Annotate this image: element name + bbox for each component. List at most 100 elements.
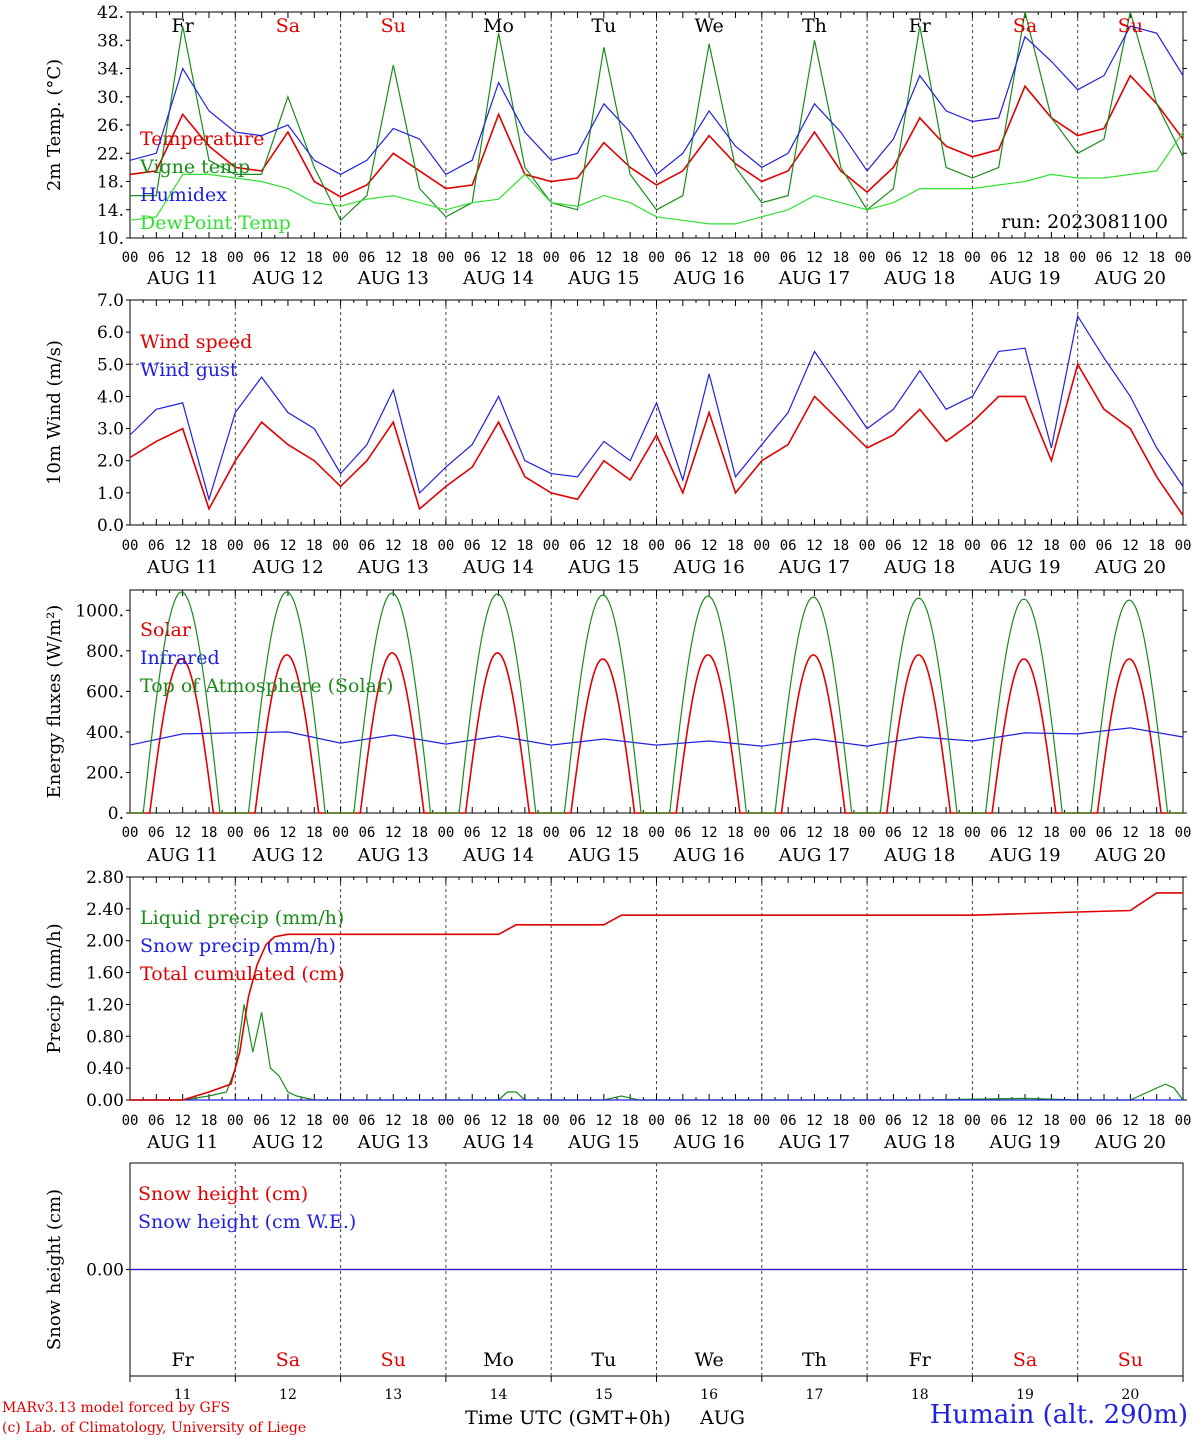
panel1-x-tick-label: 18: [201, 250, 218, 266]
day-number-label: 18: [911, 1387, 929, 1403]
panel4-x-tick-label: 00: [1175, 1113, 1192, 1129]
weekday-label: Th: [802, 1349, 827, 1371]
weekday-label: Sa: [1013, 15, 1037, 37]
panel3-date-label: AUG 13: [357, 845, 429, 866]
panel2-legend-entry: Wind gust: [140, 359, 238, 381]
panel2-x-tick-label: 06: [253, 538, 270, 554]
panel2-x-tick-label: 06: [569, 538, 586, 554]
panel4-x-tick-label: 00: [648, 1113, 665, 1129]
panel2-y-tick-label: 2.0: [97, 452, 124, 472]
panel1-x-tick-label: 00: [753, 250, 770, 266]
panel4-x-tick-label: 06: [253, 1113, 270, 1129]
panel4-x-tick-label: 12: [1122, 1113, 1139, 1129]
panel3-x-tick-label: 12: [1122, 825, 1139, 841]
panel1-x-tick-label: 12: [280, 250, 297, 266]
panel4-x-tick-label: 12: [595, 1113, 612, 1129]
panel2-date-label: AUG 12: [251, 557, 323, 578]
panel3-y-label: Energy fluxes (W/m²): [44, 605, 65, 799]
panel3-x-tick-label: 06: [569, 825, 586, 841]
panel3-y-tick-label: 200.: [86, 763, 124, 783]
panel4-x-tick-label: 06: [569, 1113, 586, 1129]
panel3-x-tick-label: 18: [1043, 825, 1060, 841]
panel2-x-tick-label: 12: [806, 538, 823, 554]
panel4-x-tick-label: 18: [516, 1113, 533, 1129]
panel3-legend-entry: Infrared: [140, 647, 220, 669]
weekday-label: Su: [381, 15, 406, 37]
panel4-date-label: AUG 16: [673, 1132, 745, 1153]
panel4-x-tick-label: 18: [727, 1113, 744, 1129]
panel4-y-tick-label: 2.40: [86, 900, 124, 920]
panel2-x-tick-label: 00: [332, 538, 349, 554]
panel4-date-label: AUG 20: [1094, 1132, 1166, 1153]
panel1-x-tick-label: 06: [990, 250, 1007, 266]
panel1-y-tick-label: 14.: [97, 201, 124, 221]
panel2-y-label: 10m Wind (m/s): [44, 340, 65, 485]
panel3-x-tick-label: 18: [516, 825, 533, 841]
panel4-x-tick-label: 18: [1043, 1113, 1060, 1129]
panel3-x-tick-label: 00: [227, 825, 244, 841]
panel2-x-tick-label: 12: [701, 538, 718, 554]
weekday-label: Sa: [276, 1349, 300, 1371]
panel1-x-tick-label: 18: [411, 250, 428, 266]
panel2-y-tick-label: 6.0: [97, 323, 124, 343]
panel3-y-tick-label: 800.: [86, 642, 124, 662]
panel3-x-tick-label: 00: [1175, 825, 1192, 841]
panel2-x-tick-label: 12: [595, 538, 612, 554]
weekday-label: Mo: [483, 15, 514, 37]
panel5-y-label: Snow height (cm): [44, 1189, 65, 1350]
weekday-label: Tu: [591, 15, 616, 37]
panel2-x-tick-label: 00: [437, 538, 454, 554]
panel3-x-tick-label: 00: [1069, 825, 1086, 841]
panel1-series-vigne-temp: [130, 11, 1184, 222]
panel2-date-label: AUG 14: [462, 557, 534, 578]
panel3-x-tick-label: 12: [806, 825, 823, 841]
panel4-x-tick-label: 00: [122, 1113, 139, 1129]
panel3-x-tick-label: 12: [701, 825, 718, 841]
weekday-label: Fr: [909, 15, 932, 37]
panel3-date-label: AUG 11: [146, 845, 218, 866]
panel4-x-tick-label: 00: [543, 1113, 560, 1129]
day-number-label: 12: [279, 1387, 297, 1403]
panel4-x-tick-label: 12: [490, 1113, 507, 1129]
panel2-x-tick-label: 12: [911, 538, 928, 554]
x-axis-title: Time UTC (GMT+0h): [465, 1407, 671, 1429]
panel1-x-tick-label: 12: [911, 250, 928, 266]
panel4-x-tick-label: 18: [622, 1113, 639, 1129]
panel3-x-tick-label: 06: [674, 825, 691, 841]
panel1-date-label: AUG 11: [146, 268, 218, 289]
panel3-y-tick-label: 400.: [86, 723, 124, 743]
panel2-y-tick-label: 1.0: [97, 484, 124, 504]
panel1-x-tick-label: 00: [122, 250, 139, 266]
panel4-x-tick-label: 06: [674, 1113, 691, 1129]
panel2-x-tick-label: 18: [1043, 538, 1060, 554]
weekday-label: Th: [802, 15, 827, 37]
panel1-x-tick-label: 06: [569, 250, 586, 266]
panel2-date-label: AUG 13: [357, 557, 429, 578]
panel4-y-tick-label: 2.80: [86, 868, 124, 888]
panel1-y-label: 2m Temp. (°C): [44, 59, 65, 191]
day-number-label: 20: [1121, 1387, 1139, 1403]
panel2-y-tick-label: 0.0: [97, 516, 124, 536]
panel2-date-label: AUG 19: [988, 557, 1060, 578]
panel3-x-tick-label: 18: [411, 825, 428, 841]
panel3-x-tick-label: 00: [122, 825, 139, 841]
day-number-label: 11: [174, 1387, 192, 1403]
day-number-label: 15: [595, 1387, 613, 1403]
day-number-label: 19: [1016, 1387, 1034, 1403]
panel5-legend-entry: Snow height (cm): [138, 1183, 308, 1205]
panel1-x-tick-label: 18: [832, 250, 849, 266]
panel4-y-tick-label: 0.40: [86, 1059, 124, 1079]
lab-credit: (c) Lab. of Climatology, University of L…: [2, 1420, 307, 1436]
panel3-date-label: AUG 16: [673, 845, 745, 866]
panel3-x-tick-label: 06: [990, 825, 1007, 841]
panel1-y-tick-label: 38.: [97, 31, 124, 51]
panel4-y-label: Precip (mm/h): [44, 923, 65, 1053]
panel2-x-tick-label: 18: [201, 538, 218, 554]
panel2-x-tick-label: 06: [358, 538, 375, 554]
panel2-x-tick-label: 12: [385, 538, 402, 554]
panel3-x-tick-label: 18: [938, 825, 955, 841]
panel4-x-tick-label: 06: [148, 1113, 165, 1129]
panel2-x-tick-label: 00: [1069, 538, 1086, 554]
panel3-x-tick-label: 00: [859, 825, 876, 841]
